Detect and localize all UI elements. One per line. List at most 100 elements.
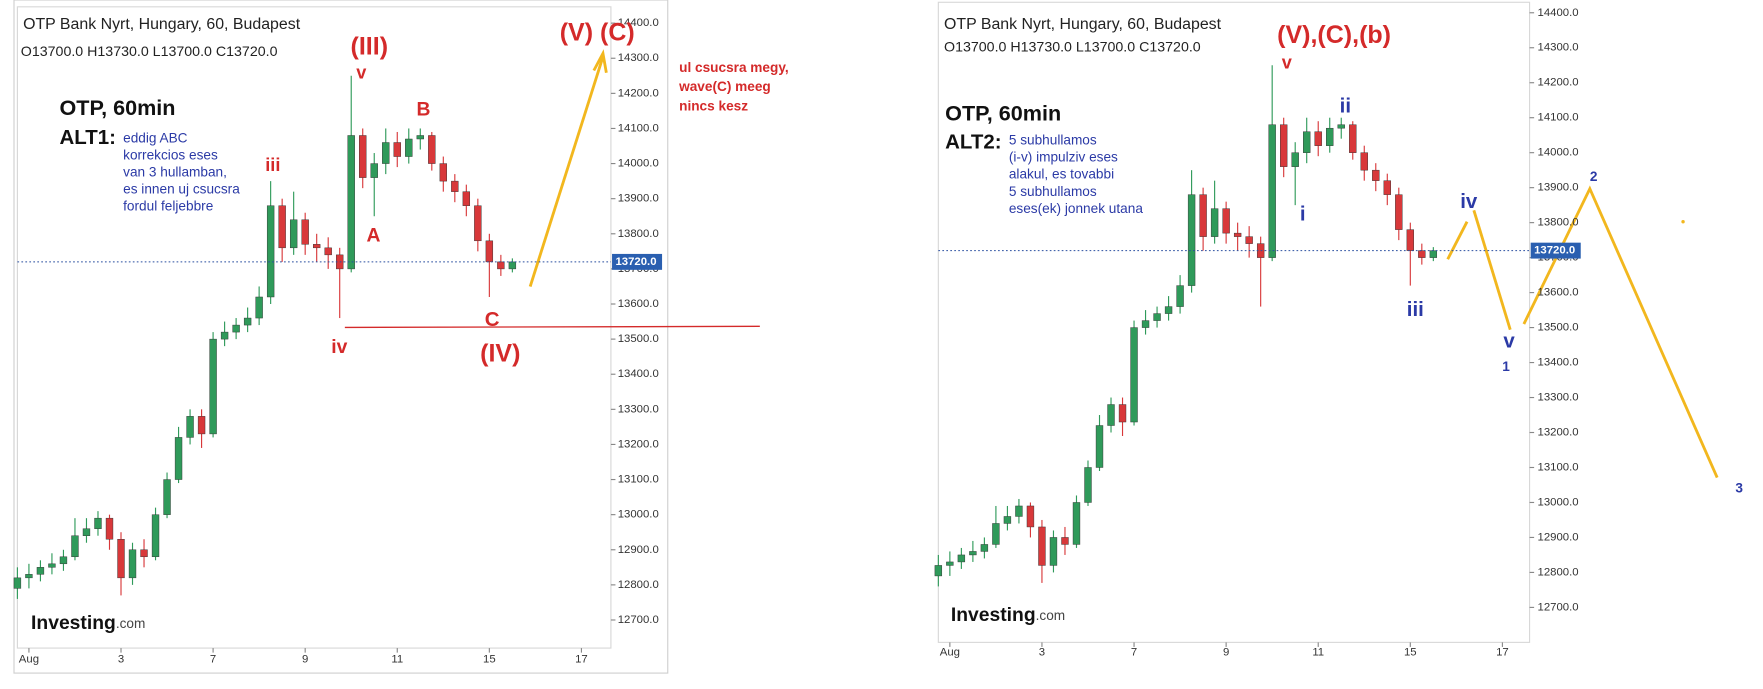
candle-body (266, 205, 275, 298)
annotation: B (416, 99, 430, 120)
y-tick-label: 13600.0 (618, 298, 659, 310)
y-tick-label: 13300.0 (1538, 392, 1579, 404)
candle-body (1187, 194, 1196, 286)
candle-body (1015, 505, 1023, 517)
x-tick-label: Aug (19, 653, 39, 665)
annotation: ALT1: (59, 126, 115, 149)
candle-body (1280, 124, 1288, 167)
annotation: iii (1407, 298, 1424, 321)
candle-body (1003, 516, 1012, 524)
candle-body (969, 551, 977, 556)
candle-body (220, 331, 229, 340)
ohlc-readout: O13700.0 H13730.0 L13700.0 C13720.0 (21, 44, 278, 60)
candle-body (1326, 127, 1334, 146)
annotation: (III) (351, 32, 388, 60)
candle-body (359, 135, 367, 178)
y-tick-label: 13800.0 (618, 228, 659, 240)
candle-body (1118, 404, 1127, 423)
y-tick-label: 13300.0 (618, 403, 659, 415)
x-tick-label: 17 (575, 653, 588, 665)
annotation: iii (265, 155, 280, 175)
x-tick-label: 11 (1312, 647, 1324, 659)
candle-body (508, 261, 517, 270)
candle-body (485, 240, 494, 263)
candle-body (94, 517, 102, 529)
candle-body (105, 517, 114, 540)
candle-body (289, 219, 298, 249)
candle-body (957, 554, 966, 563)
y-tick-label: 12900.0 (1538, 531, 1579, 543)
candle-body (1210, 208, 1219, 237)
y-tick-label: 13400.0 (618, 368, 659, 380)
candle-body (992, 523, 1000, 545)
price-label: 13720.0 (1534, 245, 1575, 257)
candle-body (313, 244, 321, 249)
candle-body (474, 205, 482, 242)
y-tick-label: 13200.0 (618, 438, 659, 450)
candle-body (48, 563, 56, 568)
candle-body (151, 514, 160, 558)
candle-body (1245, 236, 1253, 244)
candle-body (128, 549, 137, 579)
y-tick-label: 14300.0 (1538, 42, 1579, 54)
y-tick-label: 14200.0 (618, 87, 659, 99)
y-tick-label: 12900.0 (618, 544, 659, 556)
candle-body (1233, 232, 1242, 237)
support-line (344, 325, 760, 329)
candle-body (197, 416, 206, 435)
annotation: wave(C) meeg (678, 79, 771, 94)
candle-body (980, 544, 989, 552)
candle-body (416, 135, 424, 140)
candle-body (1095, 425, 1104, 468)
y-tick-label: 13900.0 (618, 193, 659, 205)
candle-body (1383, 180, 1391, 195)
left-panel-frame (13, 0, 669, 674)
logo: Investing.com (31, 613, 145, 634)
y-tick-label: 14400.0 (618, 17, 659, 29)
candle-body (174, 437, 183, 480)
price-badge (612, 253, 663, 270)
x-tick-label: 7 (1131, 647, 1137, 659)
y-tick-label: 12700.0 (1538, 601, 1579, 613)
y-tick-label: 14000.0 (1538, 147, 1579, 159)
candle-body (347, 135, 355, 270)
candle-body (1349, 124, 1357, 153)
y-tick-label: 14100.0 (1538, 112, 1579, 124)
candle-body (370, 163, 378, 178)
candle-body (163, 479, 171, 515)
logo-suffix: .com (1036, 608, 1066, 623)
candle-body (59, 556, 68, 565)
y-tick-label: 13100.0 (1538, 461, 1579, 473)
annotation: iv (1460, 190, 1478, 213)
candle-body (462, 191, 471, 206)
candle-body (382, 142, 390, 164)
y-tick-label: 14300.0 (618, 52, 659, 64)
annotation: v (1503, 330, 1515, 353)
candle-body (1429, 250, 1438, 258)
y-tick-label: 12700.0 (618, 614, 659, 626)
annotation: OTP, 60min (945, 101, 1061, 126)
candle-body (1176, 285, 1184, 307)
y-tick-label: 14400.0 (1538, 7, 1579, 19)
price-badge (1530, 242, 1581, 259)
wave-projection (1472, 209, 1512, 331)
candle-body (1061, 537, 1069, 545)
annotation: nincs kesz (679, 98, 748, 113)
candle-body (1141, 320, 1150, 328)
annotation: eses(ek) jonnek utana (1009, 201, 1143, 216)
logo-suffix: .com (116, 616, 146, 631)
wave-projection (528, 56, 605, 287)
y-tick-label: 13200.0 (1538, 427, 1579, 439)
candle-body (13, 577, 22, 589)
x-tick-label: 11 (391, 653, 403, 665)
annotation: fordul feljebbre (123, 199, 213, 214)
annotation: eddig ABC (123, 130, 188, 145)
annotation: A (366, 226, 380, 247)
candle-body (1418, 250, 1426, 258)
candle-body (405, 138, 413, 157)
y-tick-label: 13500.0 (1538, 322, 1579, 334)
annotation: 3 (1735, 481, 1743, 496)
candle-body (36, 567, 45, 575)
y-tick-label: 13000.0 (1538, 496, 1579, 508)
